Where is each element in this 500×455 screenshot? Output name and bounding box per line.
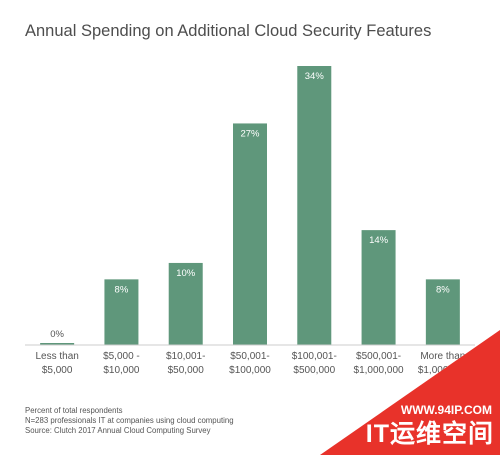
category-label-4: $100,001-$500,000	[292, 351, 337, 376]
value-label-1: 8%	[115, 284, 129, 295]
watermark: WWW.94IP.COM IT运维空间	[320, 330, 500, 455]
value-label-5: 14%	[369, 235, 389, 246]
bar-4	[297, 66, 332, 345]
chart-title: Annual Spending on Additional Cloud Secu…	[25, 22, 432, 40]
bar-chart: 0% 8% 10% 27% 34% 14% 8% Less than $5,000 $5,000…	[25, 66, 475, 376]
category-label-1: $5,000 -$10,000	[103, 351, 140, 376]
bar-3	[233, 123, 267, 345]
category-label-2: $10,001-$50,000	[166, 351, 205, 376]
watermark-url: WWW.94IP.COM	[400, 403, 492, 417]
bar-5	[361, 230, 396, 345]
value-label-4: 34%	[305, 71, 325, 82]
category-label-0: Less than $5,000	[35, 351, 78, 376]
value-label-3: 27%	[240, 128, 260, 139]
watermark-brand: IT运维空间	[365, 420, 494, 448]
note-sample: N=283 professionals IT at companies usin…	[25, 416, 234, 425]
value-label-6: 8%	[436, 284, 450, 295]
chart-notes: Percent of total respondents N=283 profe…	[25, 406, 234, 436]
watermark-triangle	[320, 330, 500, 455]
bar-2	[168, 262, 203, 345]
category-label-3: $50,001-$100,000	[229, 351, 271, 376]
bar-0	[40, 343, 75, 345]
bar-1	[104, 279, 139, 345]
note-source: Source: Clutch 2017 Annual Cloud Computi…	[25, 426, 211, 435]
value-label-0: 0%	[50, 329, 64, 340]
value-label-2: 10%	[176, 268, 196, 279]
note-percent: Percent of total respondents	[25, 406, 123, 415]
